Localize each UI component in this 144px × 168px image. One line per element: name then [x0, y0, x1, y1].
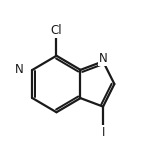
Text: Cl: Cl: [51, 24, 62, 37]
Text: N: N: [99, 52, 107, 65]
Text: N: N: [15, 63, 24, 76]
Text: I: I: [101, 125, 105, 138]
